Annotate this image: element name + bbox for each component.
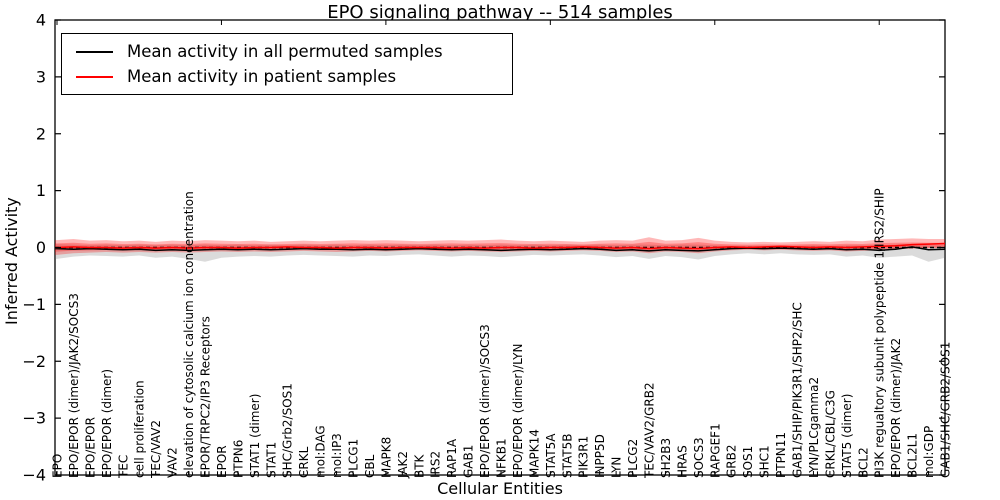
x-category-label: SHC1 (758, 445, 772, 478)
patient-line-swatch (76, 75, 113, 78)
x-category-label: mol:GDP (922, 426, 936, 478)
x-category-label: TEC/VAV2 (149, 420, 163, 479)
x-category-label: CRKL/CBL/C3G (823, 390, 837, 478)
x-category-label: SOS1 (741, 446, 755, 478)
x-category-label: TEC (116, 455, 130, 479)
x-category-label: HRAS (675, 445, 689, 478)
x-category-label: GAB1 (462, 445, 476, 478)
patient-mean-line (55, 242, 946, 250)
x-category-label: SOCS3 (692, 437, 706, 478)
y-tick-label: 4 (36, 11, 46, 30)
x-category-label: CRKL (297, 446, 311, 478)
x-category-label: MAPK14 (527, 429, 541, 478)
x-category-label: GAB1/SHC/GRB2/SOS1 (939, 342, 953, 478)
x-category-label: EPOR/TRPC2/IP3 Receptors (199, 316, 213, 478)
chart-title: EPO signaling pathway -- 514 samples (327, 2, 673, 23)
y-tick-label: 2 (36, 124, 46, 143)
x-category-label: EPO/EPOR (dimer)/LYN (511, 344, 525, 478)
y-tick-label: −2 (22, 352, 46, 371)
x-category-label: EPO/EPOR (dimer)/JAK2/SOCS3 (67, 293, 81, 478)
x-category-label: mol:DAG (314, 425, 328, 478)
x-category-label: RAPGEF1 (708, 423, 722, 478)
legend-item-permuted: Mean activity in all permuted samples (62, 42, 512, 61)
x-category-label: EPO/EPOR (dimer)/JAK2 (889, 338, 903, 478)
x-category-label: PTPN11 (774, 432, 788, 478)
legend-label-patient: Mean activity in patient samples (127, 67, 397, 86)
y-tick-label: 1 (36, 181, 46, 200)
x-category-label: SH2B3 (659, 438, 673, 478)
x-category-label: TEC/VAV2/GRB2 (643, 382, 657, 479)
x-category-label: PLCG1 (347, 439, 361, 478)
x-category-label: INPP5D (593, 434, 607, 478)
x-category-label: BCL2L1 (906, 433, 920, 478)
x-category-label: BCL2 (856, 447, 870, 478)
x-category-label: EPO/EPOR (dimer) (100, 369, 114, 478)
y-tick-label: 0 (36, 238, 46, 257)
x-category-label: STAT5 (dimer) (840, 394, 854, 478)
x-category-label: cell proliferation (133, 380, 147, 478)
x-category-label: STAT1 (264, 442, 278, 478)
x-category-label: mol:IP3 (330, 433, 344, 478)
x-category-label: LYN (610, 457, 624, 478)
x-axis-label: Cellular Entities (437, 479, 563, 498)
x-category-label: LYN/PLCgamma2 (807, 377, 821, 478)
x-category-label: SHC/Grb2/SOS1 (281, 383, 295, 478)
x-category-label: EPO/EPOR (83, 417, 97, 478)
permuted-mean-line (55, 246, 946, 252)
x-category-label: PLCG2 (626, 439, 640, 478)
x-category-label: STAT1 (dimer) (248, 394, 262, 478)
x-category-label: STAT5B (560, 434, 574, 479)
x-category-label: PI3K regualtory subunit polypeptide 1/IR… (873, 188, 887, 478)
x-category-label: EPOR (215, 445, 229, 478)
legend-label-permuted: Mean activity in all permuted samples (127, 42, 443, 61)
y-tick-label: −3 (22, 409, 46, 428)
permuted-line-swatch (76, 50, 113, 53)
x-category-label: EPO (51, 454, 65, 478)
x-category-label: elevation of cytosolic calcium ion conce… (182, 191, 196, 478)
x-category-label: CBL (363, 454, 377, 478)
patient-spread-band-outer (55, 237, 945, 255)
x-category-label: RAP1A (445, 438, 459, 478)
x-category-label: BTK (412, 453, 426, 478)
x-category-label: MAPK8 (379, 437, 393, 478)
x-category-label: STAT5A (544, 433, 558, 478)
x-category-label: PIK3R1 (577, 436, 591, 478)
x-category-label: IRS2 (429, 451, 443, 478)
x-category-label: VAV2 (166, 447, 180, 478)
x-category-label: EPO/EPOR (dimer)/SOCS3 (478, 324, 492, 478)
legend: Mean activity in all permuted samples Me… (61, 33, 513, 95)
legend-item-patient: Mean activity in patient samples (62, 67, 512, 86)
y-tick-label: −1 (22, 295, 46, 314)
y-tick-label: −4 (22, 466, 46, 485)
x-category-label: NFKB1 (495, 438, 509, 478)
x-category-label: JAK2 (396, 451, 410, 479)
x-category-label: PTPN6 (231, 440, 245, 478)
y-tick-label: 3 (36, 67, 46, 86)
x-category-label: GRB2 (725, 444, 739, 478)
x-category-label: GAB1/SHIP/PIK3R1/SHP2/SHC (791, 302, 805, 478)
